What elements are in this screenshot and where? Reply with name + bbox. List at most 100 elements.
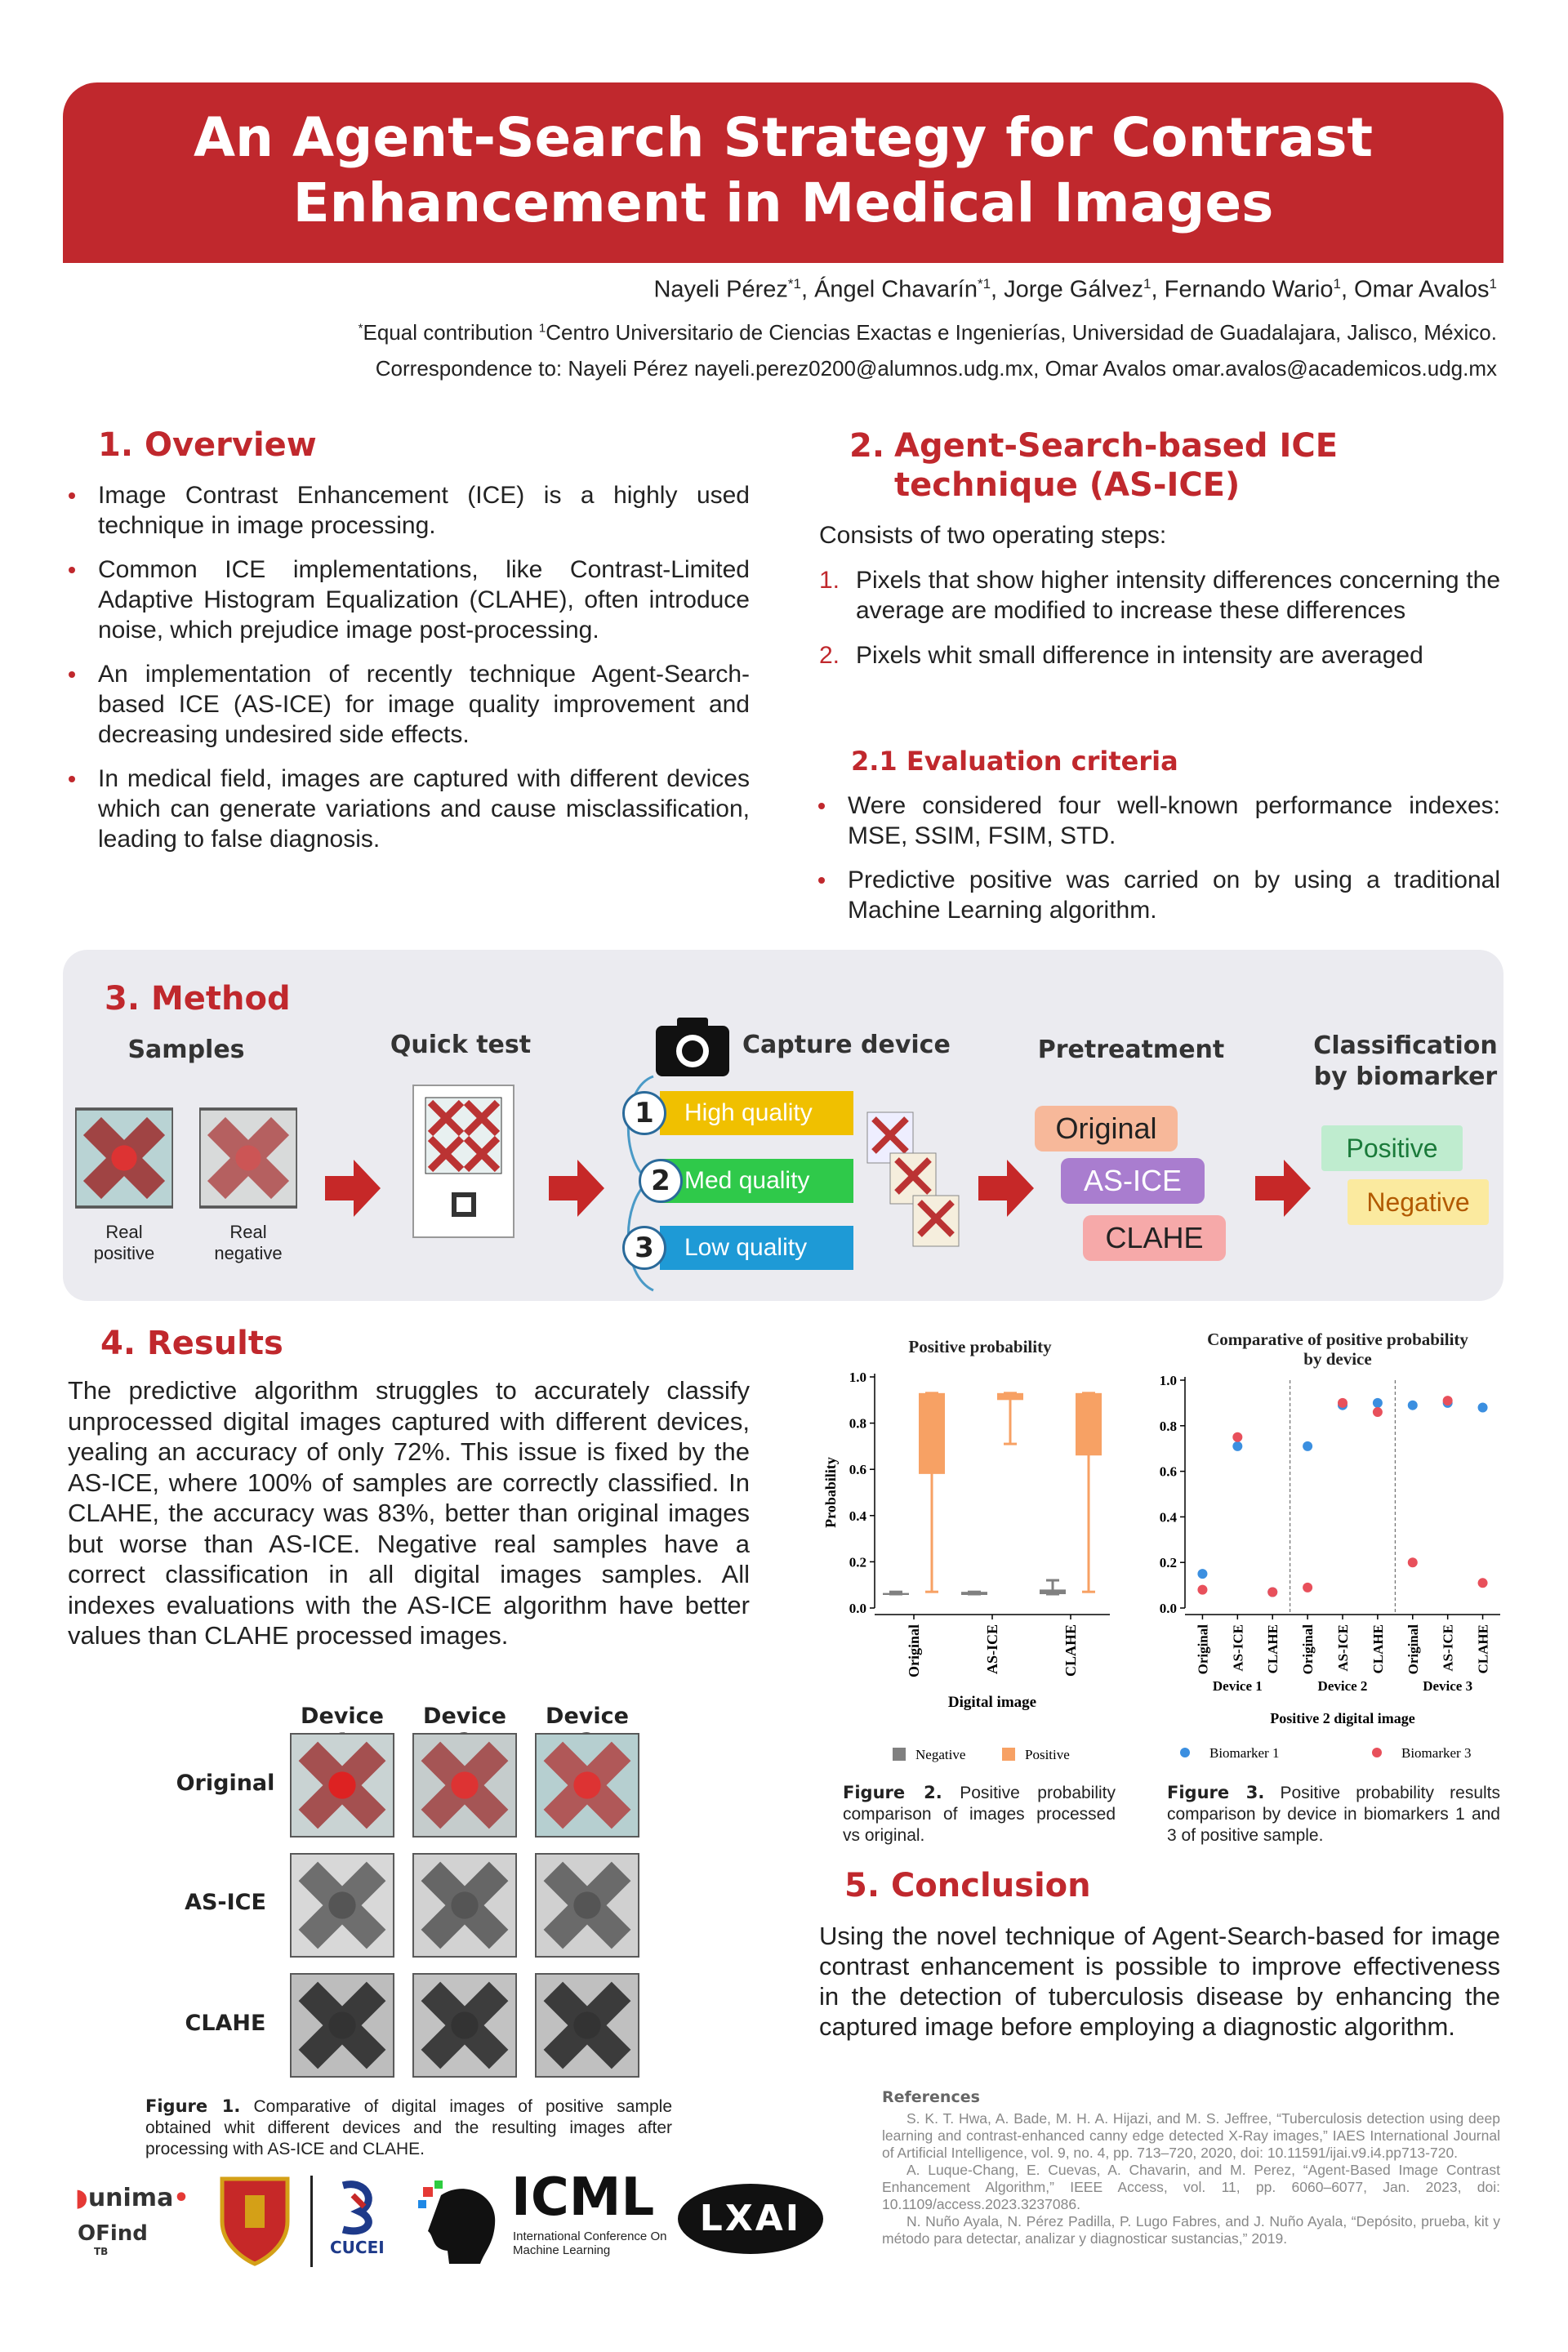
y-tick-label: 1.0 xyxy=(1160,1373,1177,1388)
overview-list: Image Contrast Enhancement (ICE) is a hi… xyxy=(64,480,750,868)
path xyxy=(350,2193,367,2209)
chart-title: Comparative of positive probability by d… xyxy=(1207,1330,1468,1369)
author: , Jorge Gálvez xyxy=(991,276,1144,303)
sample-label: Real negative xyxy=(214,1222,283,1263)
criteria-list: Were considered four well-known performa… xyxy=(813,791,1500,939)
caption-text: Positive probability results comparison … xyxy=(1167,1784,1501,1845)
y-tick-label: 0.8 xyxy=(849,1416,866,1432)
g xyxy=(427,1099,501,1173)
quality-number: 1 xyxy=(622,1091,666,1135)
quality-bar: High quality xyxy=(660,1091,853,1135)
bullet: In medical field, images are captured wi… xyxy=(64,764,750,854)
caption-label: Figure 2. xyxy=(843,1783,942,1802)
author-mark: *1 xyxy=(977,276,991,292)
sample-label: Real positive xyxy=(93,1222,155,1263)
authors: Nayeli Pérez*1, Ángel Chavarín*1, Jorge … xyxy=(653,276,1497,304)
logo-unima: ◗unima• xyxy=(75,2184,189,2212)
step: 2. Pixels whit small difference in intens… xyxy=(819,640,1500,670)
author: Nayeli Pérez xyxy=(653,276,788,303)
logo-sub: International Conference On Machine Lear… xyxy=(513,2230,667,2257)
y-tick-label: 0.2 xyxy=(1160,1555,1177,1570)
group-label: Device 3 xyxy=(1423,1678,1472,1694)
y-tick-label: 0.2 xyxy=(849,1554,866,1570)
circle xyxy=(682,1040,703,1062)
logo-find: OFind TB xyxy=(78,2221,148,2257)
step: 1. Pixels that show higher intensity diff… xyxy=(819,565,1500,626)
quality-bar: Med quality xyxy=(660,1159,853,1203)
use xyxy=(199,1107,297,1209)
use xyxy=(290,1853,394,1958)
point xyxy=(1303,1441,1313,1451)
point xyxy=(1232,1432,1243,1442)
reference: A. Luque-Chang, E. Cuevas, A. Chavarin, … xyxy=(882,2162,1500,2212)
path xyxy=(428,2189,496,2264)
use xyxy=(535,1733,639,1838)
affiliation: *Equal contribution 1Centro Universitari… xyxy=(359,320,1497,345)
author-mark: 1 xyxy=(1143,276,1152,292)
use xyxy=(535,1853,639,1958)
point xyxy=(1197,1569,1208,1579)
equal-text: Equal contribution xyxy=(363,320,539,345)
use xyxy=(75,1107,173,1209)
use xyxy=(535,1973,639,2078)
point xyxy=(1197,1584,1208,1595)
bullet: Common ICE implementations, like Contras… xyxy=(64,555,750,645)
section-heading: 1. Overview xyxy=(98,426,317,464)
figure-caption: Figure 1. Comparative of digital images … xyxy=(145,2096,672,2160)
sample-image xyxy=(199,1107,297,1209)
row-label: CLAHE xyxy=(185,2011,266,2036)
box xyxy=(919,1392,945,1474)
box xyxy=(961,1592,987,1595)
point xyxy=(1372,1407,1383,1418)
span: • xyxy=(173,2184,189,2212)
author-mark: 1 xyxy=(1489,276,1497,292)
caption-text: Comparative of digital images of positiv… xyxy=(145,2097,672,2158)
span: ◗ xyxy=(75,2184,88,2212)
rect xyxy=(245,2195,265,2228)
path xyxy=(978,1160,1034,1217)
legend-label: Biomarker 1 xyxy=(1209,1745,1279,1761)
rect xyxy=(423,2187,433,2197)
captured-images xyxy=(866,1111,960,1247)
path xyxy=(871,1116,909,1154)
box xyxy=(997,1392,1023,1401)
quick-test-card xyxy=(412,1085,514,1238)
affil-text: Centro Universitario de Ciencias Exactas… xyxy=(546,320,1497,345)
point xyxy=(1407,1400,1418,1410)
author: , Fernando Wario xyxy=(1151,276,1334,303)
use xyxy=(412,1973,517,2078)
path xyxy=(427,1099,501,1173)
option: AS-ICE xyxy=(1061,1158,1205,1204)
figure1-grid xyxy=(290,1733,639,2078)
intro: Consists of two operating steps: xyxy=(819,522,1167,549)
point xyxy=(1232,1441,1243,1451)
equal-mark: * xyxy=(358,321,363,336)
x-tick-label: AS-ICE xyxy=(1441,1624,1456,1672)
figure-caption: Figure 2. Positive probability compariso… xyxy=(843,1782,1116,1846)
use xyxy=(412,1733,517,1838)
references-heading: References xyxy=(882,2088,980,2106)
y-tick-label: 0.0 xyxy=(1160,1601,1177,1616)
caption-label: Figure 1. xyxy=(145,2096,241,2116)
row-label: Original xyxy=(176,1771,275,1796)
bullet: Were considered four well-known performa… xyxy=(813,791,1500,851)
section-heading: 3. Method xyxy=(105,980,291,1018)
x-tick-label: Original xyxy=(1300,1624,1316,1675)
path xyxy=(894,1157,932,1195)
author-mark: *1 xyxy=(787,276,801,292)
legend-label: Positive xyxy=(1025,1747,1070,1762)
section-heading: 5. Conclusion xyxy=(844,1867,1091,1904)
class: Positive xyxy=(1321,1125,1463,1171)
conclusion-text: Using the novel technique of Agent-Searc… xyxy=(819,1922,1500,2041)
point xyxy=(1267,1587,1278,1597)
step-number: 2. xyxy=(819,642,840,669)
logo-text: OFind xyxy=(78,2221,148,2246)
class: Negative xyxy=(1348,1179,1489,1225)
x-tick-label: CLAHE xyxy=(1265,1624,1281,1673)
legend-swatch xyxy=(1002,1748,1015,1761)
point xyxy=(1338,1397,1348,1408)
group-label: Device 1 xyxy=(1213,1678,1263,1694)
logo-text: CUCEI xyxy=(330,2238,385,2257)
path xyxy=(325,1160,381,1217)
step-title: Pretreatment xyxy=(1037,1036,1225,1064)
